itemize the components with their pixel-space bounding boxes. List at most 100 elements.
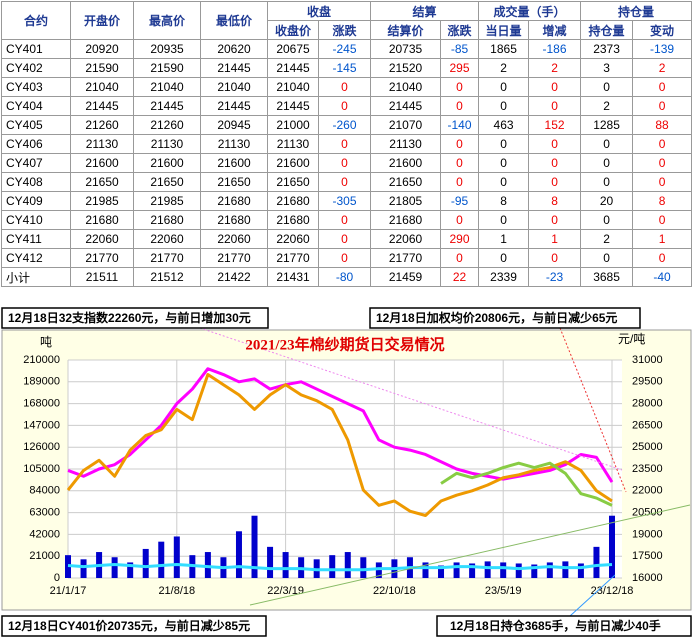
bar — [344, 552, 351, 578]
table-cell: 21650 — [70, 172, 134, 192]
table-cell: -23 — [528, 267, 582, 287]
bar — [453, 562, 460, 578]
table-cell: 1865 — [478, 39, 530, 59]
y-axis-label: 吨 — [40, 335, 52, 349]
table-cell: 21260 — [133, 115, 201, 135]
table-row: CY404 21445 21445 21445 21445 0 21445 0 0 0 2 0 — [1, 96, 693, 116]
table-cell: 22 — [440, 267, 480, 287]
table-cell: 21770 — [267, 248, 319, 268]
table-cell: -80 — [317, 267, 372, 287]
header-cell: 合约 — [1, 1, 71, 40]
y2-tick-label: 16000 — [632, 572, 663, 584]
bar — [577, 563, 584, 578]
table-cell: CY407 — [1, 153, 71, 173]
table-cell: 21130 — [267, 134, 319, 154]
table-cell: CY405 — [1, 115, 71, 135]
header-cell: 当日量 — [478, 20, 530, 40]
bar — [484, 561, 491, 578]
futures-table: 合约 开盘价 最高价 最低价 收盘 结算 成交量（手） 持仓量 收盘价 涨跌 结算价 涨跌 当日量 增减持… — [1, 1, 693, 287]
bar — [142, 548, 149, 578]
table-row: CY411 22060 22060 22060 22060 0 22060 290 1 1 2 1 — [1, 229, 693, 249]
bar — [609, 515, 615, 578]
annotation-box — [1, 307, 269, 329]
table-cell: 0 — [440, 172, 480, 192]
y2-tick-label: 28000 — [632, 398, 663, 410]
y2-tick-label: 19000 — [632, 528, 663, 540]
table-row: CY412 21770 21770 21770 21770 0 21770 0 0 0 0 0 — [1, 248, 693, 268]
bar — [111, 557, 118, 578]
table-cell: 21680 — [133, 210, 201, 230]
line — [440, 461, 613, 507]
y-tick-label: 105000 — [23, 463, 60, 475]
x-tick-label: 21/1/17 — [50, 585, 87, 597]
table-cell: 295 — [440, 58, 480, 78]
table-cell: 21445 — [200, 58, 268, 78]
y-tick-label: 84000 — [29, 485, 60, 497]
table-row: CY401 20920 20935 20620 20675 -245 20735 -85 186… — [1, 39, 693, 59]
bar — [562, 561, 569, 578]
table-cell: 21445 — [200, 96, 268, 116]
bar — [531, 564, 538, 578]
y2-tick-label: 22000 — [632, 485, 663, 497]
bar — [375, 562, 382, 578]
bar — [329, 555, 336, 578]
y2-tick-label: 29500 — [632, 376, 663, 388]
table-cell: 21680 — [267, 191, 319, 211]
bar — [204, 552, 211, 578]
table-cell: 0 — [440, 210, 480, 230]
bar — [127, 562, 134, 578]
annotation: 12月18日CY401价20735元，与前日减少85元 — [8, 618, 250, 633]
annotation: 12月18日32支指数22260元，与前日增加30元 — [8, 310, 251, 325]
table-cell: 21445 — [267, 58, 319, 78]
header-cell: 开盘价 — [70, 1, 134, 40]
line — [67, 367, 614, 483]
table-cell: -186 — [528, 39, 582, 59]
y2-tick-label: 17500 — [632, 550, 663, 562]
table-cell: 21770 — [133, 248, 201, 268]
table-cell: 21600 — [133, 153, 201, 173]
table-row: CY402 21590 21590 21445 21445 -145 21520 295 2 2 3… — [1, 58, 693, 78]
table-row: CY406 21130 21130 21130 21130 0 21130 0 0 0 0 0 — [1, 134, 693, 154]
header-cell: 结算价 — [370, 20, 442, 40]
bar — [438, 565, 445, 578]
table-cell: 22060 — [133, 229, 201, 249]
table-cell: 21130 — [200, 134, 268, 154]
y-tick-label: 168000 — [23, 398, 60, 410]
chart-title: 2021/23年棉纱期货日交易情况 — [245, 335, 444, 353]
bar — [235, 531, 242, 578]
bar — [282, 552, 289, 578]
header-cell: 变动 — [632, 20, 693, 40]
trend-line — [249, 504, 691, 606]
bar — [469, 563, 476, 578]
table-cell: 21422 — [200, 267, 268, 287]
table-cell: 21260 — [70, 115, 134, 135]
bar — [515, 563, 522, 578]
table-cell: 0 — [528, 77, 582, 97]
table-cell: 21590 — [70, 58, 134, 78]
bar — [546, 562, 553, 578]
table-cell: 21770 — [370, 248, 442, 268]
table-row: 小计 21511 21512 21422 21431 -80 21459 22 2339 -23 3… — [1, 267, 693, 287]
table-cell: 3685 — [580, 267, 634, 287]
bar — [80, 559, 87, 578]
line — [67, 563, 613, 572]
table-cell: 21511 — [70, 267, 134, 287]
table-cell: 22060 — [200, 229, 268, 249]
table-row: CY403 21040 21040 21040 21040 0 21040 0 0 0 0 0 — [1, 77, 693, 97]
table-cell: 21431 — [267, 267, 319, 287]
table-cell: 小计 — [1, 267, 71, 287]
y-tick-label: 42000 — [29, 528, 60, 540]
table-cell: 21459 — [370, 267, 442, 287]
bar — [173, 536, 180, 578]
bar — [500, 562, 507, 578]
table-cell: 2339 — [478, 267, 530, 287]
table-cell: 21600 — [267, 153, 319, 173]
y-tick-label: 0 — [54, 572, 60, 584]
trend-line — [569, 574, 616, 617]
table-cell: CY410 — [1, 210, 71, 230]
table-cell: CY401 — [1, 39, 71, 59]
table-cell: 21770 — [200, 248, 268, 268]
table-cell: 0 — [528, 210, 582, 230]
y-tick-label: 147000 — [23, 419, 60, 431]
